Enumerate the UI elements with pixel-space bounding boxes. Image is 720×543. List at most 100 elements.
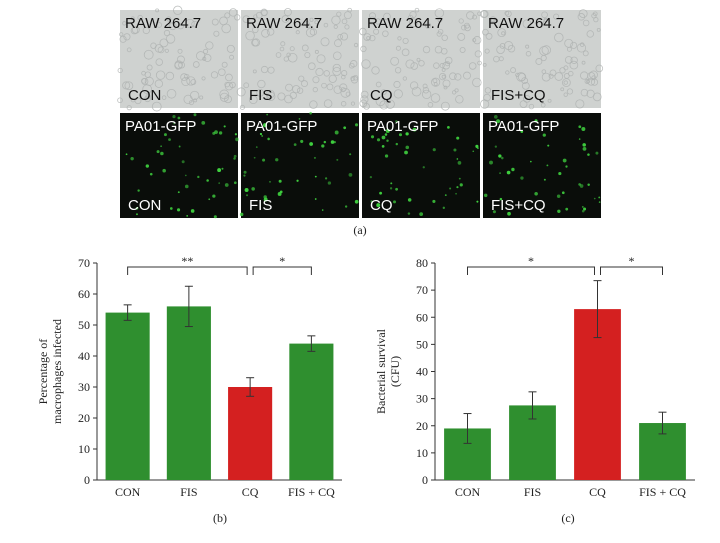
- cell-texture: [451, 90, 457, 95]
- cell-texture: [316, 54, 326, 64]
- cell-texture: [343, 11, 352, 20]
- cell-texture: [174, 61, 183, 70]
- y-tick-label: 40: [416, 365, 428, 379]
- cell-texture: [151, 101, 162, 112]
- cell-texture: [440, 101, 450, 111]
- gfp-spot: [520, 176, 524, 180]
- tile-label-bottom: FIS: [249, 87, 272, 104]
- cell-texture: [393, 89, 403, 99]
- gfp-spot: [344, 205, 348, 208]
- cell-texture: [442, 61, 451, 70]
- cell-texture: [564, 56, 573, 64]
- gfp-spot: [251, 187, 255, 191]
- cell-texture: [554, 72, 564, 81]
- gfp-spot: [432, 199, 436, 203]
- cell-texture: [166, 88, 177, 99]
- cell-texture: [157, 46, 165, 54]
- cell-texture: [168, 22, 177, 31]
- y-tick-label: 0: [84, 473, 90, 487]
- cell-texture: [540, 102, 546, 108]
- gfp-spot: [557, 209, 561, 213]
- cell-texture: [283, 8, 292, 17]
- cell-texture: [507, 44, 516, 53]
- gfp-spot: [581, 127, 586, 132]
- gfp-spot: [562, 158, 567, 163]
- cell-texture: [323, 70, 330, 77]
- cell-texture: [309, 28, 318, 36]
- cell-texture: [397, 36, 402, 41]
- cell-texture: [340, 101, 347, 107]
- cell-texture: [442, 79, 451, 88]
- tile-label-top: RAW 264.7: [488, 15, 564, 32]
- cell-texture: [252, 26, 259, 34]
- cell-texture: [344, 24, 350, 30]
- cell-texture: [570, 41, 578, 49]
- gfp-spot: [136, 213, 138, 216]
- cell-texture: [336, 11, 342, 17]
- cell-texture: [122, 21, 127, 26]
- gfp-spot: [330, 140, 335, 144]
- cell-texture: [482, 62, 487, 67]
- cell-texture: [224, 12, 231, 19]
- cell-texture: [535, 58, 543, 65]
- gfp-spot: [476, 200, 479, 203]
- cell-texture: [547, 98, 552, 103]
- cell-texture: [596, 27, 601, 32]
- cell-texture: [205, 41, 214, 50]
- cell-texture: [444, 56, 453, 65]
- cell-texture: [431, 77, 441, 87]
- tile-label-top: PA01-GFP: [488, 118, 559, 135]
- cell-texture: [560, 87, 565, 92]
- cell-texture: [411, 86, 422, 97]
- cell-texture: [334, 39, 342, 48]
- cell-texture: [360, 95, 369, 104]
- gfp-spot: [447, 126, 450, 129]
- cell-texture: [192, 61, 200, 68]
- cell-texture: [186, 76, 196, 86]
- cell-texture: [480, 10, 489, 18]
- cell-texture: [323, 22, 329, 28]
- gfp-spot: [561, 191, 565, 195]
- cell-texture: [350, 101, 356, 106]
- x-tick-label: FIS: [180, 485, 197, 499]
- cell-texture: [542, 18, 551, 26]
- gfp-spot: [177, 191, 180, 194]
- cell-texture: [117, 67, 123, 74]
- cell-texture: [563, 92, 568, 97]
- cell-texture: [203, 53, 212, 62]
- cell-texture: [586, 79, 590, 84]
- cell-texture: [177, 48, 183, 54]
- cell-texture: [309, 100, 318, 109]
- gfp-spot: [405, 132, 409, 136]
- cell-texture: [359, 99, 368, 108]
- cell-texture: [363, 33, 372, 42]
- cell-texture: [348, 62, 355, 69]
- cell-texture: [166, 16, 172, 22]
- x-tick-label: CQ: [589, 485, 606, 499]
- significance-bracket: [600, 266, 663, 275]
- cell-texture: [510, 67, 517, 74]
- cell-texture: [586, 30, 594, 38]
- gfp-spot: [386, 139, 389, 142]
- gfp-spot: [177, 116, 181, 120]
- gfp-spot: [190, 209, 195, 213]
- cell-texture: [472, 77, 482, 88]
- cell-texture: [541, 45, 552, 55]
- cell-texture: [579, 42, 585, 47]
- cell-texture: [326, 83, 334, 91]
- cell-texture: [252, 69, 257, 74]
- gfp-spot: [581, 206, 584, 208]
- cell-texture: [390, 56, 400, 66]
- cell-texture: [457, 33, 466, 41]
- gfp-spot: [343, 126, 347, 130]
- cell-texture: [484, 48, 490, 54]
- cell-texture: [314, 49, 319, 54]
- cell-texture: [575, 99, 585, 109]
- cell-texture: [501, 31, 506, 36]
- gfp-spot: [453, 148, 457, 152]
- x-tick-label: CQ: [242, 485, 259, 499]
- cell-texture: [577, 13, 586, 21]
- gfp-spot: [395, 120, 398, 123]
